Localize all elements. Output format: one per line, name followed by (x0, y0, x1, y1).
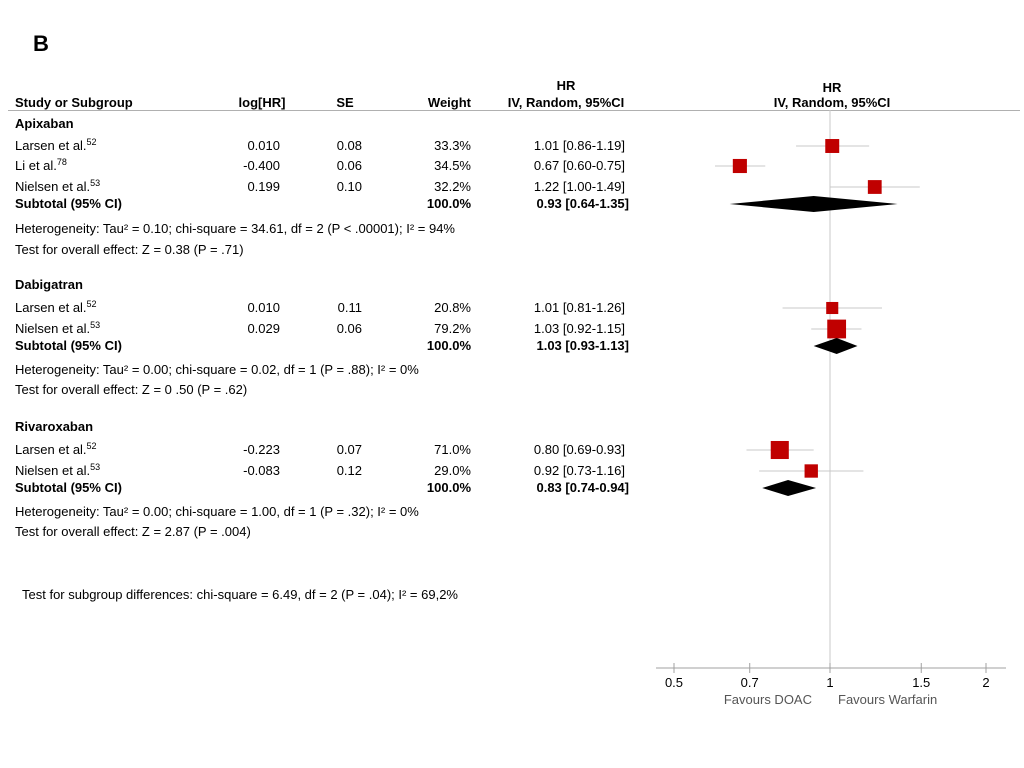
study-name: Larsen et al.52 (15, 300, 97, 316)
subtotal-diamond (762, 480, 817, 496)
header-hr-right-1: HR (822, 80, 842, 95)
study-se: 0.11 (337, 300, 362, 315)
study-marker (804, 464, 818, 478)
subtotal-weight: 100.0% (426, 338, 471, 353)
study-weight: 34.5% (434, 158, 471, 173)
study-loghr: 0.029 (247, 321, 280, 336)
study-name-reference: 52 (86, 441, 97, 451)
header-se: SE (336, 95, 354, 110)
study-name-reference: 53 (90, 320, 101, 330)
heterogeneity-text: Heterogeneity: Tau² = 0.10; chi-square =… (15, 221, 455, 236)
header-rule (8, 110, 1020, 111)
study-ci: 0.92 [0.73-1.16] (533, 463, 625, 478)
subgroup-differences-text: Test for subgroup differences: chi-squar… (22, 587, 458, 602)
study-marker (826, 301, 839, 315)
study-weight: 29.0% (434, 463, 471, 478)
header-hr-left-1: HR (556, 78, 576, 93)
study-name: Larsen et al.52 (15, 442, 97, 458)
favours-warfarin-label: Favours Warfarin (838, 692, 938, 707)
study-loghr: -0.400 (243, 158, 280, 173)
subtotal-weight: 100.0% (426, 196, 471, 211)
overall-effect-text: Test for overall effect: Z = 0 .50 (P = … (15, 382, 248, 397)
heterogeneity-text: Heterogeneity: Tau² = 0.00; chi-square =… (15, 504, 419, 519)
study-name: Li et al.78 (15, 158, 67, 174)
header-hr-right-2: IV, Random, 95%CI (773, 95, 891, 110)
study-se: 0.08 (336, 138, 362, 153)
group-name: Apixaban (15, 116, 74, 131)
study-ci: 1.01 [0.86-1.19] (533, 138, 625, 153)
study-marker (825, 139, 840, 153)
overall-effect-text: Test for overall effect: Z = 2.87 (P = .… (15, 524, 251, 539)
favours-doac-label: Favours DOAC (723, 692, 812, 707)
study-se: 0.07 (336, 442, 362, 457)
x-tick-label: 1.5 (912, 675, 931, 690)
study-name-text: Larsen et al. (15, 442, 87, 457)
study-se: 0.06 (336, 321, 362, 336)
subtotal-label: Subtotal (95% CI) (15, 196, 122, 211)
study-ci: 1.01 [0.81-1.26] (533, 300, 625, 315)
subtotal-label: Subtotal (95% CI) (15, 480, 122, 495)
subtotal-ci: 0.93 [0.64-1.35] (536, 196, 629, 211)
header-loghr: log[HR] (238, 95, 286, 110)
study-weight: 20.8% (434, 300, 471, 315)
study-name-reference: 53 (90, 462, 101, 472)
header-study: Study or Subgroup (15, 95, 133, 110)
study-name-reference: 53 (90, 178, 101, 188)
subtotal-diamond (813, 338, 858, 354)
study-name-text: Larsen et al. (15, 138, 87, 153)
study-ci: 1.03 [0.92-1.15] (533, 321, 625, 336)
subtotal-ci: 1.03 [0.93-1.13] (536, 338, 629, 353)
header-hr-left-2: IV, Random, 95%CI (507, 95, 625, 110)
group-name: Rivaroxaban (15, 419, 94, 434)
study-name-reference: 52 (86, 299, 97, 309)
x-tick-label: 1 (826, 675, 834, 690)
header-weight: Weight (427, 95, 471, 110)
study-marker (770, 440, 789, 460)
study-marker (827, 319, 847, 339)
study-loghr: 0.199 (247, 179, 280, 194)
study-name-reference: 52 (86, 137, 97, 147)
study-name-reference: 78 (56, 157, 67, 167)
study-name: Nielsen et al.53 (15, 179, 100, 195)
study-weight: 71.0% (434, 442, 471, 457)
subtotal-diamond (729, 196, 898, 212)
study-name: Nielsen et al.53 (15, 463, 100, 479)
heterogeneity-text: Heterogeneity: Tau² = 0.00; chi-square =… (15, 362, 419, 377)
subtotal-weight: 100.0% (426, 480, 471, 495)
subtotal-label: Subtotal (95% CI) (15, 338, 122, 353)
study-ci: 0.80 [0.69-0.93] (533, 442, 625, 457)
subtotal-ci: 0.83 [0.74-0.94] (536, 480, 629, 495)
group-name: Dabigatran (15, 277, 83, 292)
study-marker (732, 158, 747, 174)
study-loghr: -0.083 (243, 463, 280, 478)
panel-label: B (33, 31, 49, 56)
study-name-text: Nielsen et al. (15, 321, 91, 336)
study-se: 0.10 (336, 179, 362, 194)
study-weight: 32.2% (434, 179, 471, 194)
study-name-text: Li et al. (15, 158, 57, 173)
study-marker (867, 180, 882, 194)
study-name-text: Nielsen et al. (15, 179, 91, 194)
study-loghr: -0.223 (243, 442, 280, 457)
study-weight: 33.3% (434, 138, 471, 153)
study-name-text: Larsen et al. (15, 300, 87, 315)
study-se: 0.06 (336, 158, 362, 173)
study-name: Larsen et al.52 (15, 138, 97, 154)
study-loghr: 0.010 (247, 138, 280, 153)
x-tick-label: 0.7 (740, 675, 759, 690)
study-name: Nielsen et al.53 (15, 321, 100, 337)
x-tick-label: 0.5 (664, 675, 684, 690)
study-se: 0.12 (336, 463, 362, 478)
study-loghr: 0.010 (247, 300, 280, 315)
study-ci: 1.22 [1.00-1.49] (533, 179, 625, 194)
study-weight: 79.2% (434, 321, 471, 336)
x-tick-label: 2 (982, 675, 990, 690)
study-name-text: Nielsen et al. (15, 463, 91, 478)
overall-effect-text: Test for overall effect: Z = 0.38 (P = .… (15, 242, 244, 257)
study-ci: 0.67 [0.60-0.75] (533, 158, 625, 173)
